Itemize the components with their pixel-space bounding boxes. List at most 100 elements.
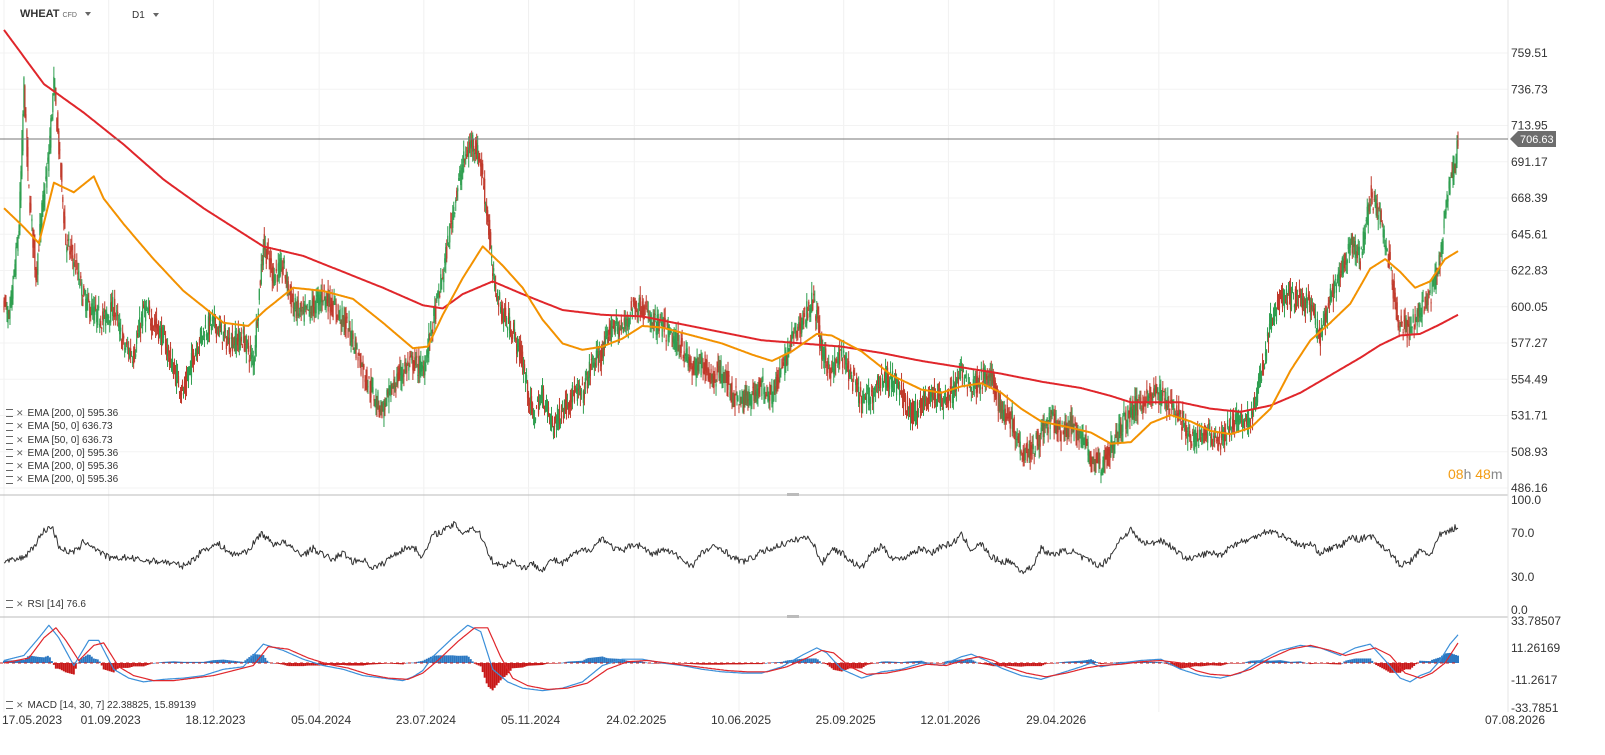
candle-body bbox=[1221, 431, 1223, 440]
candle-body bbox=[857, 382, 859, 385]
candle-body bbox=[66, 247, 68, 253]
macd-histogram-bar bbox=[1153, 661, 1156, 663]
candle-body bbox=[675, 331, 677, 351]
candle-body bbox=[591, 357, 593, 359]
candle-body bbox=[378, 407, 380, 412]
price-tick-label: 668.39 bbox=[1511, 191, 1548, 205]
candle-body bbox=[447, 235, 449, 246]
candle-body bbox=[702, 367, 704, 373]
close-icon[interactable]: ✕ bbox=[16, 700, 24, 710]
candle-body bbox=[680, 340, 682, 354]
candle-body bbox=[200, 331, 203, 343]
close-icon[interactable]: ✕ bbox=[16, 474, 24, 485]
settings-icon[interactable] bbox=[6, 422, 13, 431]
candle-body bbox=[922, 394, 925, 411]
candle-body bbox=[1341, 257, 1343, 276]
legend-row[interactable]: ✕ EMA [50, 0] 636.73 bbox=[6, 433, 118, 446]
legend-row[interactable]: ✕ EMA [200, 0] 595.36 bbox=[6, 406, 118, 419]
macd-histogram-bar bbox=[721, 663, 724, 665]
settings-icon[interactable] bbox=[6, 701, 13, 710]
legend-row[interactable]: ✕ RSI [14] 76.6 bbox=[6, 597, 86, 610]
candle-body bbox=[371, 384, 373, 386]
candle-body bbox=[433, 307, 435, 316]
close-icon[interactable]: ✕ bbox=[16, 447, 24, 458]
candle-body bbox=[1161, 393, 1163, 405]
macd-histogram-bar bbox=[1333, 663, 1336, 665]
macd-histogram-bar bbox=[238, 661, 241, 663]
candle-body bbox=[1211, 433, 1213, 445]
candle-body bbox=[1407, 321, 1409, 326]
candle-body bbox=[1005, 416, 1007, 422]
macd-histogram-bar bbox=[531, 663, 534, 666]
macd-histogram-bar bbox=[727, 663, 730, 665]
macd-histogram-bar bbox=[1353, 658, 1356, 663]
candle-body bbox=[103, 315, 105, 322]
candle-body bbox=[513, 329, 516, 340]
settings-icon[interactable] bbox=[6, 600, 13, 609]
candle-body bbox=[95, 304, 97, 310]
candle-body bbox=[523, 364, 526, 371]
candle-body bbox=[117, 311, 119, 316]
macd-histogram-bar bbox=[24, 658, 27, 663]
ema200-line bbox=[3, 29, 1459, 413]
candle-body bbox=[1299, 293, 1302, 297]
close-icon[interactable]: ✕ bbox=[16, 599, 24, 609]
candle-body bbox=[823, 346, 825, 360]
candle-body bbox=[1104, 455, 1106, 463]
candle-body bbox=[1425, 292, 1427, 298]
symbol-selector[interactable]: WHEAT CFD bbox=[20, 8, 91, 20]
timeframe-selector[interactable]: D1 bbox=[132, 10, 159, 21]
candle-body bbox=[517, 345, 520, 347]
candle-body bbox=[608, 326, 610, 335]
macd-histogram-bar bbox=[40, 657, 43, 663]
settings-icon[interactable] bbox=[6, 435, 13, 444]
candle-body bbox=[245, 335, 247, 354]
close-icon[interactable]: ✕ bbox=[16, 408, 24, 418]
close-icon[interactable]: ✕ bbox=[16, 421, 24, 432]
settings-icon[interactable] bbox=[6, 449, 13, 458]
candle-body bbox=[1300, 296, 1303, 304]
macd-histogram-bar bbox=[441, 655, 444, 663]
candle-body bbox=[219, 324, 222, 328]
legend-row[interactable]: ✕ EMA [200, 0] 595.36 bbox=[6, 446, 118, 459]
candle-body bbox=[396, 373, 398, 385]
macd-histogram-bar bbox=[28, 655, 31, 663]
candle-body bbox=[869, 398, 871, 404]
candle-body bbox=[56, 118, 58, 132]
legend-row[interactable]: ✕ EMA [200, 0] 595.36 bbox=[6, 459, 118, 472]
close-icon[interactable]: ✕ bbox=[16, 461, 24, 472]
macd-histogram-bar bbox=[952, 660, 955, 663]
date-tick-label: 10.06.2025 bbox=[711, 713, 771, 727]
candle-body bbox=[475, 140, 477, 154]
macd-histogram-bar bbox=[1381, 663, 1384, 669]
settings-icon[interactable] bbox=[6, 475, 13, 484]
legend-row[interactable]: ✕ EMA [200, 0] 595.36 bbox=[6, 472, 118, 485]
legend-row[interactable]: ✕ EMA [50, 0] 636.73 bbox=[6, 419, 118, 432]
macd-histogram-bar bbox=[1095, 662, 1098, 663]
candle-body bbox=[870, 396, 872, 404]
candle-body bbox=[1324, 313, 1326, 328]
candle-body bbox=[486, 205, 488, 216]
date-tick-label: 18.12.2023 bbox=[185, 713, 245, 727]
macd-histogram-bar bbox=[693, 663, 696, 665]
settings-icon[interactable] bbox=[6, 462, 13, 471]
candle-body bbox=[1085, 434, 1087, 444]
candle-body bbox=[282, 266, 284, 270]
candle-body bbox=[935, 400, 938, 407]
candle-body bbox=[20, 171, 22, 201]
candle-body bbox=[853, 370, 855, 375]
candle-body bbox=[1055, 420, 1057, 434]
candle-body bbox=[1293, 304, 1296, 308]
candle-body bbox=[973, 385, 975, 389]
candle-body bbox=[1229, 424, 1231, 438]
macd-histogram-bar bbox=[509, 663, 512, 671]
close-icon[interactable]: ✕ bbox=[16, 434, 24, 445]
candle-body bbox=[1289, 288, 1292, 310]
macd-histogram-bar bbox=[284, 663, 287, 666]
candle-body bbox=[953, 384, 955, 396]
candle-body bbox=[382, 403, 384, 405]
candle-body bbox=[577, 389, 580, 391]
settings-icon[interactable] bbox=[6, 409, 13, 418]
legend-row[interactable]: ✕ MACD [14, 30, 7] 22.38825, 15.89139 bbox=[6, 698, 196, 711]
